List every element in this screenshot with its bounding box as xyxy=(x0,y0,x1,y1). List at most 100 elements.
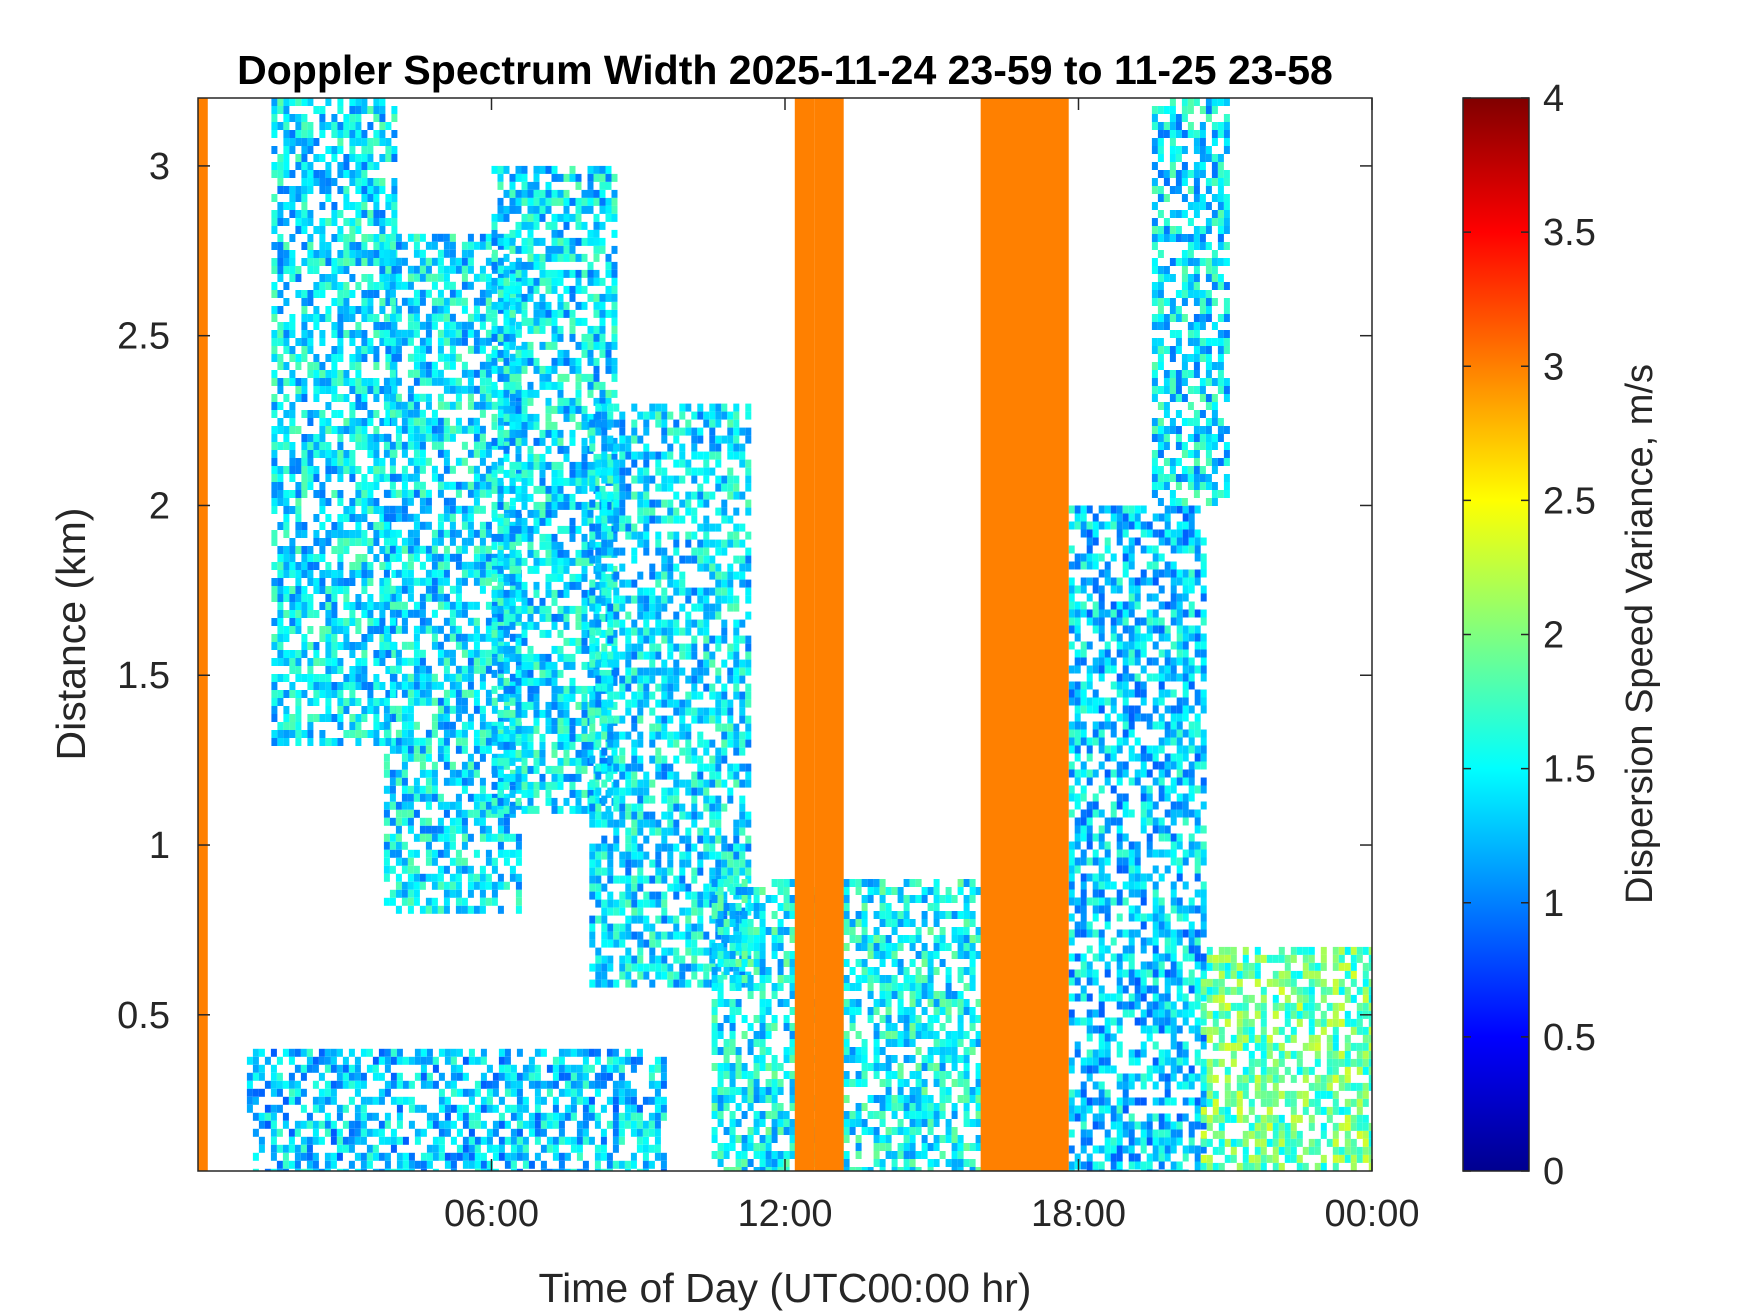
heatmap-cell xyxy=(679,747,686,756)
heatmap-cell xyxy=(717,1103,724,1111)
heatmap-cell xyxy=(655,891,662,900)
heatmap-cell xyxy=(473,305,480,314)
heatmap-cell xyxy=(709,819,716,828)
heatmap-cell xyxy=(413,601,420,610)
heatmap-cell xyxy=(515,245,522,254)
heatmap-cell xyxy=(581,789,588,798)
heatmap-cell xyxy=(325,586,332,594)
heatmap-cell xyxy=(455,417,462,426)
heatmap-cell xyxy=(325,690,332,698)
heatmap-cell xyxy=(595,955,602,964)
heatmap-cell xyxy=(473,617,480,626)
heatmap-cell xyxy=(607,691,614,700)
heatmap-cell xyxy=(485,633,492,642)
heatmap-cell xyxy=(343,250,350,258)
heatmap-cell xyxy=(491,857,498,866)
heatmap-cell xyxy=(595,403,602,412)
heatmap-cell xyxy=(613,491,620,500)
heatmap-cell xyxy=(473,689,480,698)
heatmap-cell xyxy=(331,578,338,586)
heatmap-cell xyxy=(631,779,638,788)
heatmap-cell xyxy=(413,489,420,498)
heatmap-cell xyxy=(449,289,456,298)
heatmap-cell xyxy=(605,205,612,214)
heatmap-cell xyxy=(319,730,326,738)
heatmap-cell xyxy=(473,505,480,514)
heatmap-cell xyxy=(473,577,480,586)
heatmap-cell xyxy=(413,537,420,546)
heatmap-cell xyxy=(355,642,362,650)
heatmap-cell xyxy=(301,466,308,474)
heatmap-cell xyxy=(283,562,290,570)
heatmap-cell xyxy=(715,851,722,860)
heatmap-cell xyxy=(461,481,468,490)
heatmap-cell xyxy=(673,619,680,628)
heatmap-cell xyxy=(395,529,402,538)
heatmap-cell xyxy=(601,939,608,948)
heatmap-cell xyxy=(509,621,516,630)
heatmap-cell xyxy=(509,189,516,198)
heatmap-cell xyxy=(601,715,608,724)
heatmap-cell xyxy=(271,98,278,106)
heatmap-cell xyxy=(545,269,552,278)
heatmap-cell xyxy=(437,905,444,914)
heatmap-cell xyxy=(319,674,326,682)
heatmap-cell xyxy=(741,887,748,895)
heatmap-cell xyxy=(741,1111,748,1119)
heatmap-cell xyxy=(673,827,680,836)
heatmap-cell xyxy=(413,425,420,434)
heatmap-cell xyxy=(649,403,656,412)
heatmap-cell xyxy=(625,531,632,540)
heatmap-cell xyxy=(575,765,582,774)
heatmap-cell xyxy=(379,514,386,522)
heatmap-cell xyxy=(497,741,504,750)
heatmap-cell xyxy=(449,585,456,594)
heatmap-cell xyxy=(599,173,606,182)
heatmap-cell xyxy=(383,377,390,386)
heatmap-cell xyxy=(527,181,534,190)
heatmap-cell xyxy=(467,865,474,874)
heatmap-cell xyxy=(595,531,602,540)
heatmap-cell xyxy=(569,437,576,446)
heatmap-cell xyxy=(271,594,278,602)
heatmap-cell xyxy=(711,895,718,903)
heatmap-cell xyxy=(747,959,754,967)
heatmap-cell xyxy=(739,555,746,564)
heatmap-cell xyxy=(449,377,456,386)
heatmap-cell xyxy=(419,657,426,666)
heatmap-cell xyxy=(605,765,612,774)
heatmap-cell xyxy=(631,859,638,868)
heatmap-cell xyxy=(391,218,398,226)
heatmap-cell xyxy=(599,277,606,286)
heatmap-cell xyxy=(557,357,564,366)
heatmap-cell xyxy=(431,361,438,370)
heatmap-cell xyxy=(569,357,576,366)
heatmap-cell xyxy=(601,531,608,540)
heatmap-cell xyxy=(461,425,468,434)
heatmap-cell xyxy=(643,851,650,860)
heatmap-cell xyxy=(425,361,432,370)
heatmap-cell xyxy=(527,325,534,334)
heatmap-cell xyxy=(599,341,606,350)
heatmap-cell xyxy=(503,341,510,350)
heatmap-cell xyxy=(373,442,380,450)
heatmap-cell xyxy=(473,705,480,714)
heatmap-cell xyxy=(539,341,546,350)
heatmap-cell xyxy=(361,314,368,322)
heatmap-cell xyxy=(419,577,426,586)
heatmap-cell xyxy=(295,610,302,618)
heatmap-cell xyxy=(443,657,450,666)
heatmap-cell xyxy=(497,673,504,682)
heatmap-cell xyxy=(331,354,338,362)
heatmap-cell xyxy=(361,138,368,146)
heatmap-cell xyxy=(413,553,420,562)
heatmap-cell xyxy=(589,419,596,428)
heatmap-cell xyxy=(753,1039,760,1047)
heatmap-cell xyxy=(277,362,284,370)
heatmap-cell xyxy=(697,859,704,868)
heatmap-cell xyxy=(271,378,278,386)
heatmap-cell xyxy=(419,441,426,450)
heatmap-cell xyxy=(271,106,278,114)
heatmap-cell xyxy=(443,561,450,570)
heatmap-cell xyxy=(367,610,374,618)
